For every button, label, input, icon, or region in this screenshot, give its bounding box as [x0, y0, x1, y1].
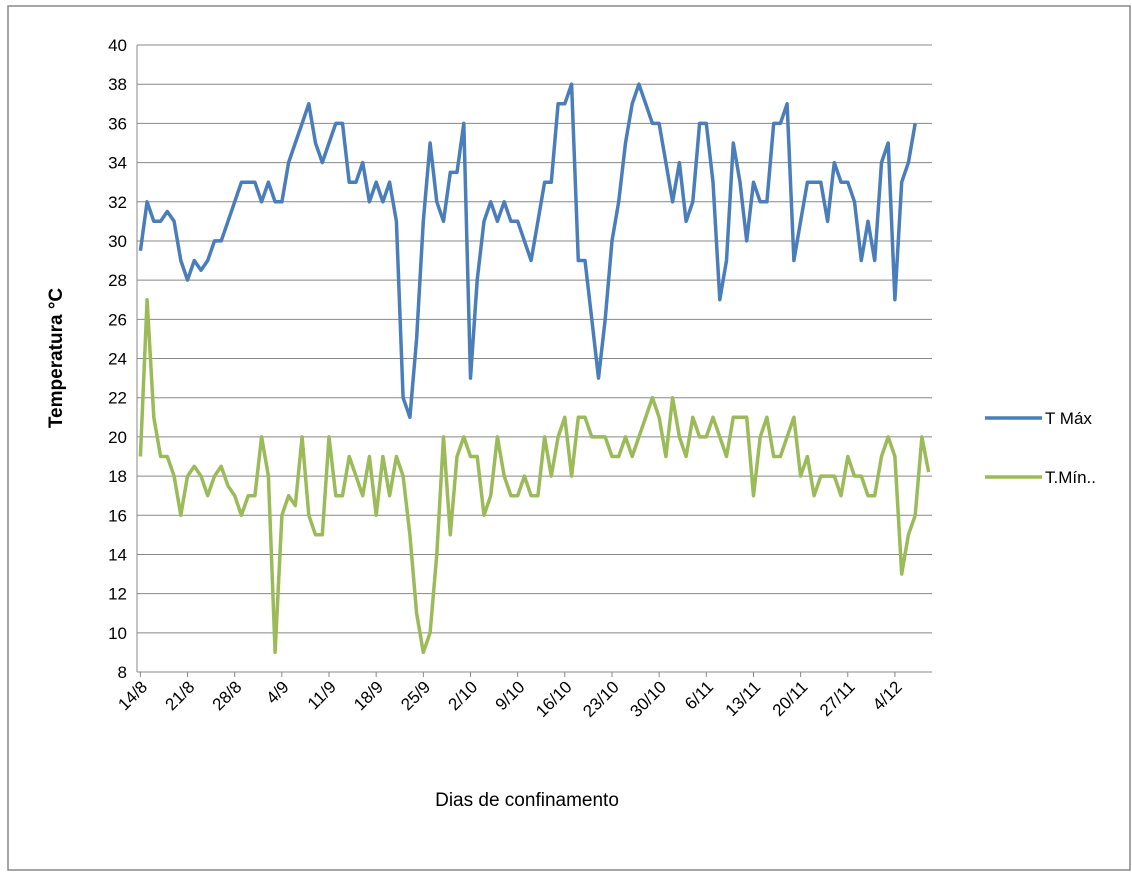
y-tick-label: 18 [108, 467, 127, 486]
y-tick-label: 14 [108, 545, 127, 564]
y-tick-label: 10 [108, 624, 127, 643]
y-tick-label: 40 [108, 36, 127, 55]
y-tick-label: 28 [108, 271, 127, 290]
y-tick-label: 12 [108, 585, 127, 604]
chart-border [7, 5, 1131, 871]
y-tick-label: 26 [108, 310, 127, 329]
y-tick-label: 24 [108, 350, 127, 369]
y-tick-label: 32 [108, 193, 127, 212]
series-line [138, 82, 917, 420]
legend-label: T Máx [1045, 409, 1092, 428]
y-tick-label: 38 [108, 75, 127, 94]
y-tick-label: 8 [118, 663, 127, 682]
legend-label: T.Mín.. [1045, 468, 1096, 487]
y-tick-label: 22 [108, 389, 127, 408]
y-tick-label: 20 [108, 428, 127, 447]
y-tick-label: 30 [108, 232, 127, 251]
y-tick-label: 16 [108, 506, 127, 525]
series-line [138, 297, 931, 655]
y-axis-title: Temperatura °C [46, 288, 67, 429]
x-axis-title: Dias de confinamento [435, 790, 619, 811]
y-tick-label: 36 [108, 114, 127, 133]
y-tick-label: 34 [108, 154, 127, 173]
